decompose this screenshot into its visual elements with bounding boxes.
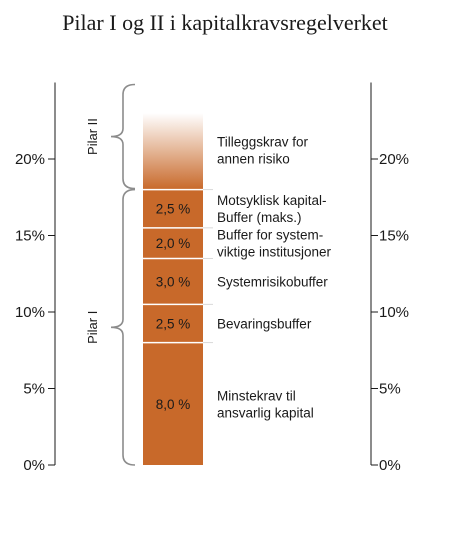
pillar-label: Pilar II	[85, 118, 100, 155]
right-tick-label: 5%	[379, 381, 401, 398]
segment-value-label: 2,5 %	[156, 202, 191, 217]
segment-value-label: 2,0 %	[156, 236, 191, 251]
pillar2-description: annen risiko	[217, 151, 290, 166]
left-tick-label: 5%	[23, 381, 45, 398]
pillar2-description: Tilleggskrav for	[217, 134, 309, 149]
segment-value-label: 2,5 %	[156, 316, 191, 331]
left-tick-label: 20%	[15, 151, 45, 168]
chart-title: Pilar I og II i kapitalkravsregelverket	[62, 10, 388, 35]
right-tick-label: 15%	[379, 228, 409, 245]
left-tick-label: 10%	[15, 304, 45, 321]
right-tick-label: 10%	[379, 304, 409, 321]
right-tick-label: 20%	[379, 151, 409, 168]
pillar-brace	[110, 83, 136, 190]
left-tick-label: 15%	[15, 228, 45, 245]
segment-value-label: 3,0 %	[156, 274, 191, 289]
segment-description: Systemrisikobuffer	[217, 274, 328, 289]
pillar2-bar-segment	[143, 113, 203, 190]
bar-segment	[143, 342, 203, 465]
segment-description: viktige institusjoner	[217, 245, 332, 260]
segment-description: Buffer for system-	[217, 228, 323, 243]
pillar-label: Pilar I	[85, 311, 100, 344]
bar-segment	[143, 304, 203, 343]
left-y-axis: 0% 5% 10% 15% 20%	[15, 82, 56, 474]
bar-segment	[143, 189, 203, 228]
segment-description: Bevaringsbuffer	[217, 316, 312, 331]
segment-description: ansvarlig kapital	[217, 405, 314, 420]
bar-segment	[143, 258, 203, 305]
stacked-bar	[143, 113, 213, 465]
segment-description: Buffer (maks.)	[217, 210, 302, 225]
bar-segment	[143, 227, 203, 259]
pillar-braces: Pilar I Pilar II	[85, 83, 136, 466]
left-tick-label: 0%	[23, 457, 45, 474]
segment-description: Minstekrav til	[217, 388, 296, 403]
segment-value-label: 8,0 %	[156, 397, 191, 412]
right-y-axis: 0% 5% 10% 15% 20%	[370, 82, 409, 474]
segment-descriptions: Minstekrav til ansvarlig kapital Bevarings…	[217, 134, 332, 420]
pillar-brace	[110, 188, 136, 466]
right-tick-label: 0%	[379, 457, 401, 474]
segment-description: Motsyklisk kapital-	[217, 193, 327, 208]
segment-value-labels: 8,0 % 2,5 % 3,0 % 2,0 % 2,5 %	[156, 202, 191, 412]
